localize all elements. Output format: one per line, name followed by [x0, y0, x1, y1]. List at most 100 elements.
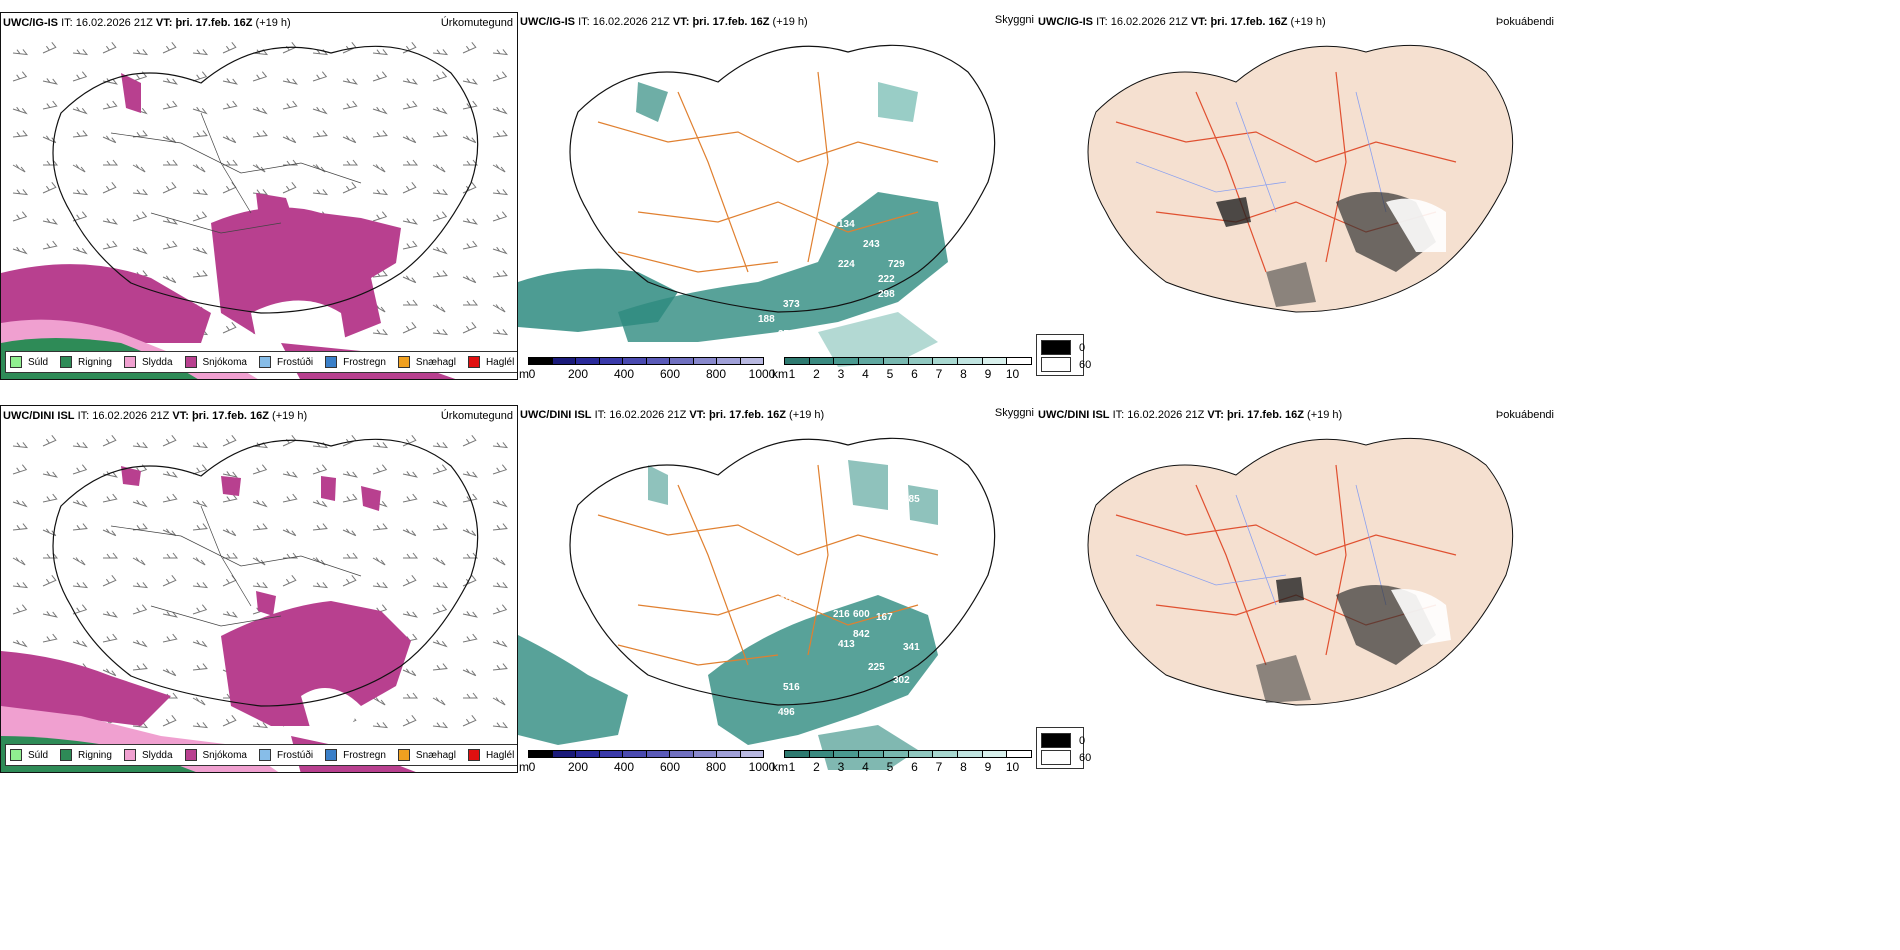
cloud-base-label: 302 — [893, 675, 910, 686]
colorbar-tick-label: 400 — [613, 367, 635, 380]
colorbar-tick-label: 400 — [613, 760, 635, 773]
legend-label: Snæhagl — [415, 749, 456, 761]
wind-barb-icon — [312, 523, 328, 531]
colorbar-tick-label: 2 — [813, 760, 820, 773]
wind-barb-icon — [462, 321, 477, 334]
wind-barb-icon — [132, 130, 148, 138]
wind-barb-icon — [162, 574, 177, 587]
cloud-base-label: 154 — [780, 594, 797, 605]
wind-barb-icon — [432, 211, 448, 222]
wind-barb-icon — [372, 722, 389, 729]
wind-barb-icon — [132, 557, 146, 566]
legend-item: Snjókoma — [184, 356, 247, 368]
wind-barb-icon — [282, 100, 298, 110]
wind-barb-icon — [12, 523, 28, 531]
wind-barb-icon — [462, 181, 477, 194]
wind-barb-icon — [492, 270, 508, 278]
wind-barb-icon — [432, 329, 449, 336]
wind-barb-icon — [402, 528, 417, 537]
wind-barb-icon — [43, 552, 59, 559]
wind-barb-icon — [162, 78, 178, 85]
wind-barb-icon — [12, 442, 29, 449]
wind-barb-icon — [492, 189, 509, 196]
colorbar-tick-label: 5 — [886, 367, 894, 380]
wind-barb-icon — [402, 41, 417, 54]
wind-barb-icon — [42, 434, 57, 447]
wind-barb-icon — [462, 714, 477, 727]
wind-barb-icon — [102, 78, 118, 85]
wind-barb-icon — [132, 211, 148, 222]
wind-barb-icon — [462, 434, 477, 447]
precip-legend-2: Súld Rigning Slydda Snjókoma Frostúði Frostre… — [5, 744, 517, 766]
colorbar-tick-label: 7 — [935, 367, 943, 380]
colorbar-tick-label: 2 — [813, 367, 820, 380]
wind-barb-icon — [102, 240, 118, 250]
wind-barb-icon — [162, 611, 178, 618]
wind-barb-icon — [162, 714, 177, 727]
cloudbase-colorbar-2: m 0 200 400 600 800 1000 — [518, 750, 778, 773]
wind-barb-icon — [432, 582, 449, 589]
wind-barb-icon — [403, 299, 419, 306]
legend-item: Snjókoma — [184, 749, 247, 761]
fog-name-2: Þokuábendi — [1495, 409, 1554, 421]
wind-barb-icon — [372, 211, 388, 222]
wind-barb-icon — [102, 100, 118, 110]
precip-title-1: UWC/IG-IS IT: 16.02.2026 21Z VT: þri. 17… — [3, 17, 291, 29]
cloud-base-label: 225 — [868, 662, 885, 673]
colorbar-tick-label: 6 — [911, 760, 918, 773]
wind-barb-icon — [72, 523, 88, 531]
wind-barb-icon — [103, 552, 119, 559]
legend-item: Frostúði — [258, 356, 313, 368]
legend-swatch — [60, 749, 73, 761]
legend-swatch — [258, 356, 271, 368]
legend-label: Snjókoma — [202, 749, 247, 761]
wind-barb-icon — [432, 604, 448, 615]
wind-barb-icon — [432, 246, 448, 255]
wind-barb-icon — [432, 304, 446, 313]
wind-barb-icon — [42, 471, 58, 478]
wind-barb-icon — [102, 574, 117, 587]
wind-barb-icon — [72, 189, 89, 196]
precip-title-2: UWC/DINI ISL IT: 16.02.2026 21Z VT: þri.… — [3, 410, 308, 422]
cloud-name-2: Skyggni — [994, 407, 1034, 419]
wind-barb-icon — [162, 668, 177, 677]
cloud-name-1: Skyggni — [994, 14, 1034, 26]
wind-barb-icon — [162, 135, 177, 144]
wind-barb-icon — [42, 181, 57, 194]
wind-barb-icon — [72, 604, 88, 615]
wind-barb-icon — [192, 582, 209, 589]
wind-barb-icon — [12, 71, 28, 82]
wind-barb-icon — [162, 100, 178, 110]
legend-item: Súld — [10, 356, 48, 368]
wind-barb-icon — [72, 164, 86, 173]
wind-barb-icon — [72, 211, 88, 222]
fog-title-1: UWC/IG-IS IT: 16.02.2026 21Z VT: þri. 17… — [1038, 16, 1326, 28]
wind-barb-icon — [72, 106, 88, 115]
wind-barb-icon — [312, 189, 329, 196]
wind-barb-icon — [72, 246, 88, 255]
wind-barb-icon — [192, 697, 206, 706]
legend-swatch — [184, 356, 197, 368]
wind-barb-icon — [462, 275, 477, 284]
colorbar-tick-label: 6 — [911, 367, 918, 380]
wind-barb-icon — [12, 604, 28, 615]
wind-barb-icon — [372, 523, 388, 531]
legend-swatch — [123, 749, 136, 761]
wind-barb-icon — [222, 41, 237, 54]
wind-barb-icon — [102, 41, 117, 54]
wind-barb-icon — [492, 604, 508, 615]
wind-barb-icon — [12, 106, 28, 115]
cloud-base-label: 385 — [903, 494, 920, 505]
wind-barb-icon — [432, 639, 448, 648]
wind-barb-icon — [492, 164, 506, 173]
wind-barb-icon — [72, 582, 89, 589]
wind-barb-icon — [12, 49, 29, 56]
wind-barb-icon — [132, 582, 149, 589]
wind-barb-icon — [402, 240, 418, 250]
wind-barb-icon — [462, 78, 478, 85]
wind-barb-icon — [492, 639, 508, 648]
wind-barb-icon — [492, 722, 509, 729]
wind-barb-icon — [252, 499, 268, 508]
wind-barb-icon — [192, 130, 208, 138]
wind-barb-icon — [342, 78, 358, 85]
